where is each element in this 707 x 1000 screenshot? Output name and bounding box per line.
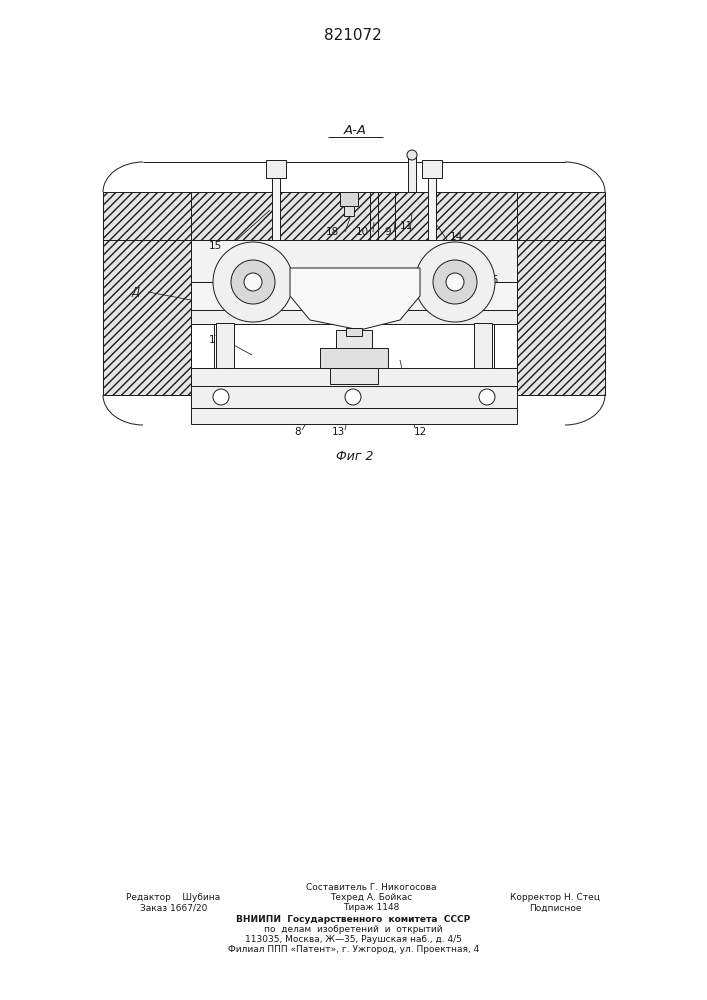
Text: ВНИИПИ  Государственного  комитета  СССР: ВНИИПИ Государственного комитета СССР	[236, 914, 471, 924]
Text: 16: 16	[486, 275, 498, 285]
Polygon shape	[290, 268, 420, 330]
Text: 17: 17	[209, 335, 221, 345]
Text: Д: Д	[131, 287, 139, 297]
Bar	[474, 323, 492, 368]
Bar	[422, 160, 442, 178]
Text: 12: 12	[414, 427, 426, 437]
Circle shape	[479, 389, 495, 405]
Bar	[336, 330, 372, 368]
Circle shape	[231, 260, 275, 304]
Bar	[320, 348, 388, 368]
Bar	[346, 328, 362, 336]
Text: 13: 13	[332, 427, 344, 437]
Text: 11: 11	[399, 221, 413, 231]
Circle shape	[213, 389, 229, 405]
Circle shape	[213, 242, 293, 322]
Circle shape	[433, 260, 477, 304]
Text: 113035, Москва, Ж—35, Раушская наб., д. 4/5: 113035, Москва, Ж—35, Раушская наб., д. …	[245, 934, 462, 944]
Text: 821072: 821072	[324, 28, 382, 43]
Text: Составитель Г. Никогосова: Составитель Г. Никогосова	[306, 884, 436, 892]
Circle shape	[446, 273, 464, 291]
Bar	[428, 178, 436, 240]
Bar	[216, 323, 234, 368]
Text: Корректор Н. Стец: Корректор Н. Стец	[510, 894, 600, 902]
Text: Филиал ППП «Патент», г. Ужгород, ул. Проектная, 4: Филиал ППП «Патент», г. Ужгород, ул. Про…	[228, 944, 479, 954]
Bar	[408, 155, 416, 192]
Bar	[272, 178, 280, 240]
Text: Заказ 1667/20: Заказ 1667/20	[139, 904, 207, 912]
Bar	[191, 310, 517, 324]
Bar	[103, 240, 191, 395]
Bar	[517, 240, 605, 395]
Text: Подписное: Подписное	[529, 904, 581, 912]
Text: Редактор    Шубина: Редактор Шубина	[126, 894, 221, 902]
Text: Техред А. Бойкас: Техред А. Бойкас	[330, 894, 412, 902]
Bar	[191, 408, 517, 424]
Bar	[103, 192, 605, 240]
Bar	[191, 386, 517, 408]
Bar	[191, 368, 517, 386]
Circle shape	[244, 273, 262, 291]
Text: 18: 18	[325, 227, 339, 237]
Circle shape	[345, 389, 361, 405]
Text: 15: 15	[209, 241, 221, 251]
Text: 8: 8	[295, 427, 301, 437]
Text: по  делам  изобретений  и  открытий: по делам изобретений и открытий	[264, 924, 443, 934]
Circle shape	[415, 242, 495, 322]
Text: Фиг 2: Фиг 2	[337, 450, 374, 462]
Circle shape	[407, 150, 417, 160]
Text: Тираж 1148: Тираж 1148	[343, 904, 399, 912]
Bar	[344, 206, 354, 216]
Bar	[266, 160, 286, 178]
Text: 10: 10	[356, 227, 368, 237]
Text: 14: 14	[450, 232, 462, 242]
Text: 9: 9	[385, 227, 391, 237]
Bar	[340, 192, 358, 206]
Bar	[191, 240, 517, 282]
Bar	[191, 282, 517, 310]
Bar	[330, 368, 378, 384]
Text: А-А: А-А	[344, 123, 366, 136]
